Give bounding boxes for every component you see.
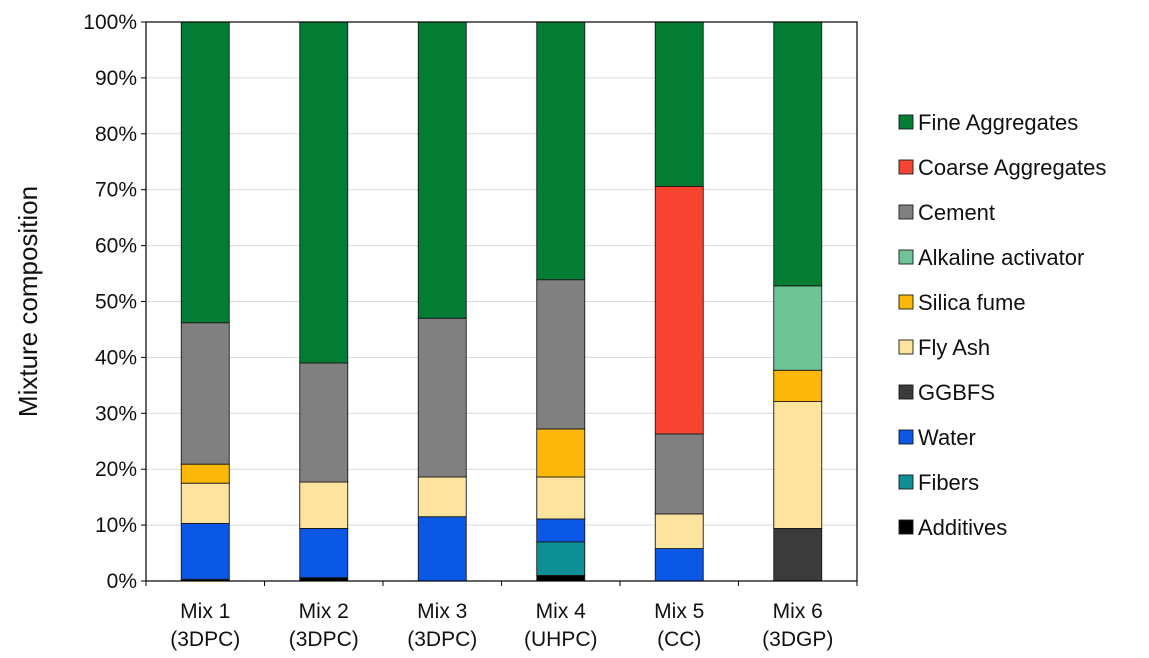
- legend-swatch: [898, 429, 914, 445]
- x-tick-sublabel: (UHPC): [524, 628, 598, 651]
- legend-label: Alkaline activator: [918, 245, 1084, 270]
- bar-segment: [180, 482, 230, 524]
- legend-label: Cement: [918, 200, 995, 225]
- bar-segment: [299, 21, 349, 364]
- bar-segment: [299, 481, 349, 529]
- y-tick-label: 30%: [95, 402, 137, 425]
- legend-swatch: [898, 384, 914, 400]
- bar-segment: [654, 548, 704, 582]
- bar-segment: [180, 522, 230, 580]
- x-axis-ticks: Mix 1 (3DPC) Mix 2 (3DPC) Mix 3 (3DPC) Mix 4 (U…: [145, 581, 858, 651]
- bar-segment: [536, 541, 586, 576]
- legend: Fine Aggregates Coarse Aggregates Cement Al…: [898, 110, 1106, 540]
- legend-label: Fine Aggregates: [918, 110, 1078, 135]
- bar-segment: [536, 279, 586, 430]
- bar-segment: [536, 476, 586, 520]
- bar-segment: [299, 528, 349, 579]
- legend-swatch: [898, 339, 914, 355]
- y-tick-label: 60%: [95, 235, 137, 258]
- bar-segment: [773, 369, 823, 403]
- bar-segment: [417, 476, 467, 518]
- legend-label: Fly Ash: [918, 335, 990, 360]
- y-tick-label: 70%: [95, 179, 137, 202]
- y-tick-label: 80%: [95, 123, 137, 146]
- y-axis-title: Mixture composition: [13, 186, 43, 417]
- y-axis-ticks: 0% 10% 20% 30% 40% 50% 60% 70% 80% 90% 100%: [83, 11, 146, 593]
- bar-segment: [654, 185, 704, 435]
- bar-segment: [773, 285, 823, 371]
- x-tick-sublabel: (3DPC): [289, 628, 359, 651]
- gridlines: [146, 77, 857, 526]
- x-tick-sublabel: (3DGP): [762, 628, 833, 651]
- y-tick-label: 50%: [95, 291, 137, 314]
- legend-label: Water: [918, 425, 976, 450]
- y-tick-label: 10%: [95, 514, 137, 537]
- bar-segment: [773, 528, 823, 582]
- bar-segment: [180, 322, 230, 465]
- x-tick-sublabel: (3DPC): [407, 628, 477, 651]
- legend-label: Additives: [918, 515, 1007, 540]
- y-tick-label: 100%: [83, 11, 137, 34]
- legend-swatch: [898, 519, 914, 535]
- bar-segment: [180, 463, 230, 484]
- bar-segment: [654, 433, 704, 515]
- x-tick-label: Mix 5: [654, 600, 704, 623]
- bar-segment: [536, 518, 586, 543]
- legend-label: Coarse Aggregates: [918, 155, 1106, 180]
- bar-segment: [773, 401, 823, 529]
- x-tick-label: Mix 3: [417, 600, 467, 623]
- x-tick-label: Mix 1: [180, 600, 230, 623]
- bar-segment: [417, 516, 467, 582]
- bar-segment: [773, 21, 823, 287]
- x-tick-label: Mix 6: [773, 600, 823, 623]
- y-tick-label: 20%: [95, 458, 137, 481]
- legend-label: Silica fume: [918, 290, 1026, 315]
- legend-label: Fibers: [918, 470, 979, 495]
- y-tick-label: 40%: [95, 346, 137, 369]
- bar-segment: [536, 574, 586, 582]
- x-tick-label: Mix 2: [299, 600, 349, 623]
- x-tick-sublabel: (3DPC): [170, 628, 240, 651]
- bar-segment: [654, 21, 704, 187]
- bar-segment: [299, 362, 349, 483]
- legend-swatch: [898, 474, 914, 490]
- legend-label: GGBFS: [918, 380, 995, 405]
- legend-swatch: [898, 114, 914, 130]
- bar-segment: [180, 21, 230, 324]
- y-tick-label: 90%: [95, 67, 137, 90]
- legend-swatch: [898, 204, 914, 220]
- bar-segment: [417, 317, 467, 478]
- bars: [180, 21, 823, 582]
- legend-swatch: [898, 294, 914, 310]
- bar-segment: [417, 21, 467, 319]
- x-tick-sublabel: (CC): [657, 628, 701, 651]
- y-tick-label: 0%: [107, 570, 137, 593]
- bar-segment: [536, 21, 586, 281]
- x-tick-label: Mix 4: [536, 600, 586, 623]
- legend-swatch: [898, 249, 914, 265]
- legend-swatch: [898, 159, 914, 175]
- bar-segment: [536, 428, 586, 478]
- bar-segment: [654, 513, 704, 550]
